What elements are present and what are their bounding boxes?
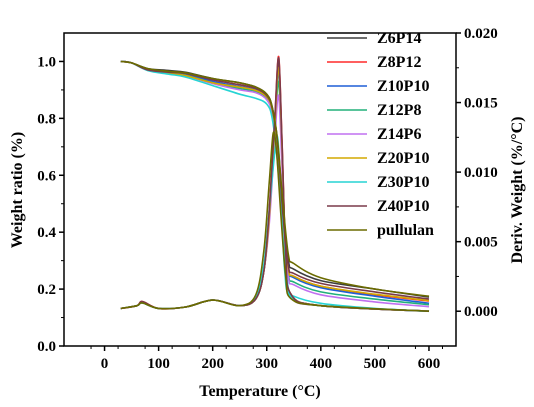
- legend-label-z40p10: Z40P10: [377, 198, 429, 215]
- y-left-tick-label: 1.0: [37, 54, 56, 70]
- legend-label-pullulan: pullulan: [377, 222, 434, 239]
- x-tick-label: 0: [101, 356, 109, 372]
- tick-labels-layer: 0 100 200 300 400 500 600 0.0 0.2 0.4 0.6 0.8 1.0 0.0…: [37, 26, 498, 372]
- series-layer: [120, 55, 430, 313]
- legend-label-z12p8: Z12P8: [377, 102, 421, 119]
- legend-label-z8p12: Z8P12: [377, 54, 421, 71]
- ticks-layer: [59, 32, 461, 351]
- y-right-tick-label: 0.020: [464, 26, 498, 42]
- y-axis-left-title: Weight ratio (%): [9, 132, 26, 248]
- x-tick-label: 100: [147, 356, 170, 372]
- y-left-tick-label: 0.2: [37, 282, 56, 298]
- plot-frame: [63, 32, 457, 347]
- y-left-tick-label: 0.4: [37, 225, 56, 241]
- x-tick-label: 300: [256, 356, 279, 372]
- tg-line-z40p10: [120, 60, 430, 300]
- legend-label-z20p10: Z20P10: [377, 150, 429, 167]
- y-left-tick-label: 0.0: [37, 339, 56, 355]
- x-tick-label: 200: [201, 356, 224, 372]
- y-axis-right-title: Deriv. Weight (%/°C): [509, 117, 526, 264]
- tg-line-pullulan: [120, 60, 430, 297]
- x-tick-label: 400: [310, 356, 333, 372]
- y-right-tick-label: 0.000: [464, 304, 498, 320]
- y-left-tick-label: 0.6: [37, 168, 56, 184]
- dtg-line-pullulan: [120, 131, 430, 312]
- tg-line-z30p10: [120, 60, 430, 313]
- legend: Z6P14 Z8P12 Z10P10 Z12P8 Z14P6 Z20P10 Z30P10 Z4…: [327, 30, 434, 239]
- y-right-tick-label: 0.005: [464, 235, 498, 251]
- legend-label-z10p10: Z10P10: [377, 78, 429, 95]
- x-tick-label: 500: [364, 356, 387, 372]
- legend-label-z6p14: Z6P14: [377, 30, 421, 47]
- legend-label-z30p10: Z30P10: [377, 174, 429, 191]
- x-axis-title: Temperature (°C): [199, 383, 320, 400]
- x-tick-label: 600: [418, 356, 441, 372]
- y-left-tick-label: 0.8: [37, 111, 56, 127]
- y-right-tick-label: 0.015: [464, 96, 498, 112]
- y-right-tick-label: 0.010: [464, 165, 498, 181]
- legend-label-z14p6: Z14P6: [377, 126, 421, 143]
